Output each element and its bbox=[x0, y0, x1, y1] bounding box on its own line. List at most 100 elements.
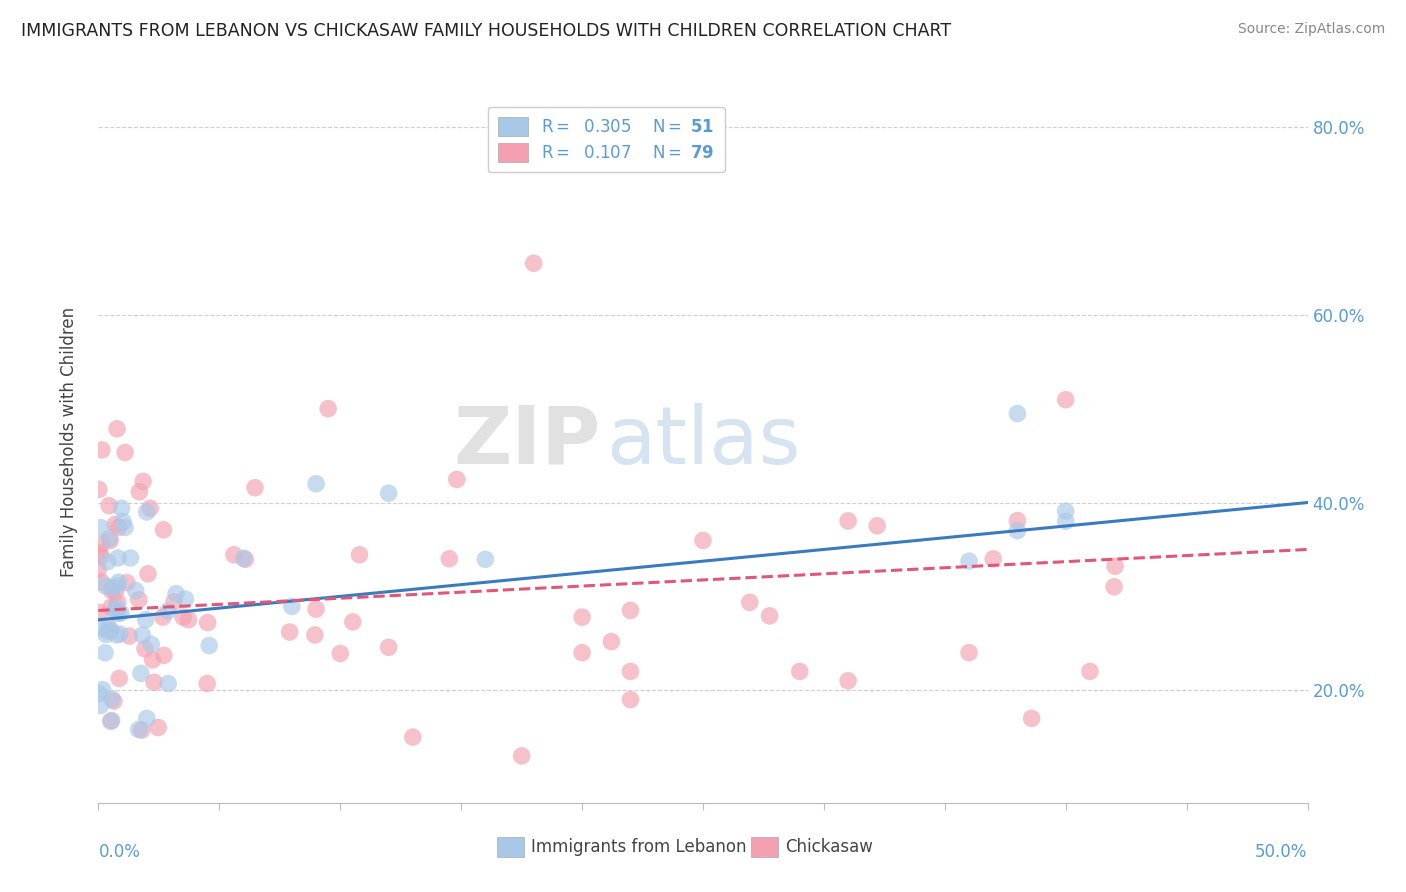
Point bbox=[146, 721, 169, 735]
Point bbox=[446, 473, 468, 487]
Text: Source: ZipAtlas.com: Source: ZipAtlas.com bbox=[1237, 22, 1385, 37]
Point bbox=[128, 592, 150, 607]
Point bbox=[243, 481, 266, 495]
Point bbox=[94, 579, 117, 593]
Point bbox=[105, 422, 128, 436]
Point bbox=[281, 599, 304, 614]
Point bbox=[104, 585, 127, 599]
Legend: $\mathdefault{R = }$  $\mathdefault{0.305}$    $\mathdefault{N = }$ $\mathbf{51}: $\mathdefault{R = }$ $\mathdefault{0.305… bbox=[488, 107, 724, 172]
Point bbox=[571, 610, 593, 624]
Point bbox=[125, 583, 148, 598]
Point bbox=[120, 551, 142, 566]
Point bbox=[96, 555, 118, 569]
Point bbox=[101, 692, 124, 706]
Point bbox=[1021, 711, 1043, 725]
Point bbox=[1054, 504, 1077, 518]
Point bbox=[1054, 392, 1077, 407]
Point bbox=[1007, 407, 1029, 421]
Point bbox=[619, 665, 641, 679]
Point bbox=[439, 551, 461, 566]
Point bbox=[129, 666, 152, 681]
Point bbox=[131, 628, 153, 642]
Point bbox=[738, 595, 761, 609]
Text: ZIP: ZIP bbox=[453, 402, 600, 481]
Point bbox=[510, 748, 533, 763]
Point bbox=[198, 639, 221, 653]
Point bbox=[100, 714, 122, 729]
Point bbox=[197, 615, 219, 630]
Point bbox=[304, 628, 326, 642]
Point bbox=[377, 486, 399, 500]
Point bbox=[90, 549, 112, 563]
Point bbox=[153, 648, 176, 663]
Point bbox=[174, 592, 197, 607]
Point bbox=[957, 554, 980, 568]
Point bbox=[172, 610, 194, 624]
Point bbox=[94, 627, 117, 641]
Point bbox=[100, 714, 122, 728]
Point bbox=[97, 620, 120, 634]
Point bbox=[107, 551, 129, 566]
Point bbox=[110, 606, 132, 620]
Point bbox=[100, 583, 122, 598]
Point bbox=[571, 646, 593, 660]
Point bbox=[107, 520, 129, 534]
Point bbox=[104, 517, 127, 532]
Point bbox=[100, 600, 122, 615]
Text: Immigrants from Lebanon: Immigrants from Lebanon bbox=[531, 838, 747, 855]
Point bbox=[136, 566, 159, 581]
Point bbox=[87, 562, 110, 576]
Point bbox=[1078, 665, 1101, 679]
Point bbox=[98, 532, 121, 546]
Point bbox=[329, 647, 352, 661]
Point bbox=[195, 676, 218, 690]
Point bbox=[108, 672, 131, 686]
Point bbox=[981, 551, 1004, 566]
Point bbox=[1104, 559, 1126, 574]
Point bbox=[866, 518, 889, 533]
Point bbox=[110, 501, 132, 516]
Point bbox=[1102, 580, 1125, 594]
Point bbox=[128, 723, 150, 737]
Point bbox=[177, 613, 200, 627]
Point bbox=[90, 537, 112, 551]
Point bbox=[114, 445, 136, 459]
Point bbox=[316, 401, 339, 416]
FancyBboxPatch shape bbox=[498, 837, 524, 857]
Point bbox=[87, 483, 110, 497]
Point bbox=[94, 646, 117, 660]
Point bbox=[233, 552, 256, 566]
Text: 50.0%: 50.0% bbox=[1256, 843, 1308, 861]
Point bbox=[152, 610, 174, 624]
Point bbox=[100, 623, 122, 637]
Point bbox=[1007, 514, 1029, 528]
Point bbox=[837, 514, 859, 528]
Point bbox=[157, 676, 180, 690]
Point bbox=[402, 730, 425, 744]
Point bbox=[107, 607, 129, 621]
Text: IMMIGRANTS FROM LEBANON VS CHICKASAW FAMILY HOUSEHOLDS WITH CHILDREN CORRELATION: IMMIGRANTS FROM LEBANON VS CHICKASAW FAM… bbox=[21, 22, 952, 40]
Point bbox=[619, 692, 641, 706]
Point bbox=[141, 637, 163, 651]
Point bbox=[112, 515, 135, 529]
Point bbox=[349, 548, 371, 562]
Point bbox=[222, 548, 245, 562]
Point bbox=[523, 256, 546, 270]
Point bbox=[128, 484, 150, 499]
Point bbox=[101, 581, 124, 595]
Point bbox=[103, 694, 125, 708]
Point bbox=[837, 673, 859, 688]
Point bbox=[107, 595, 129, 609]
Point bbox=[142, 653, 165, 667]
Point bbox=[107, 575, 129, 590]
Point bbox=[115, 575, 138, 590]
Point bbox=[118, 629, 141, 643]
Y-axis label: Family Households with Children: Family Households with Children bbox=[59, 307, 77, 576]
Point bbox=[90, 698, 112, 713]
FancyBboxPatch shape bbox=[751, 837, 778, 857]
Point bbox=[600, 634, 623, 648]
Point bbox=[758, 608, 780, 623]
Point bbox=[105, 579, 128, 593]
Point bbox=[105, 628, 128, 642]
Point bbox=[305, 602, 328, 616]
